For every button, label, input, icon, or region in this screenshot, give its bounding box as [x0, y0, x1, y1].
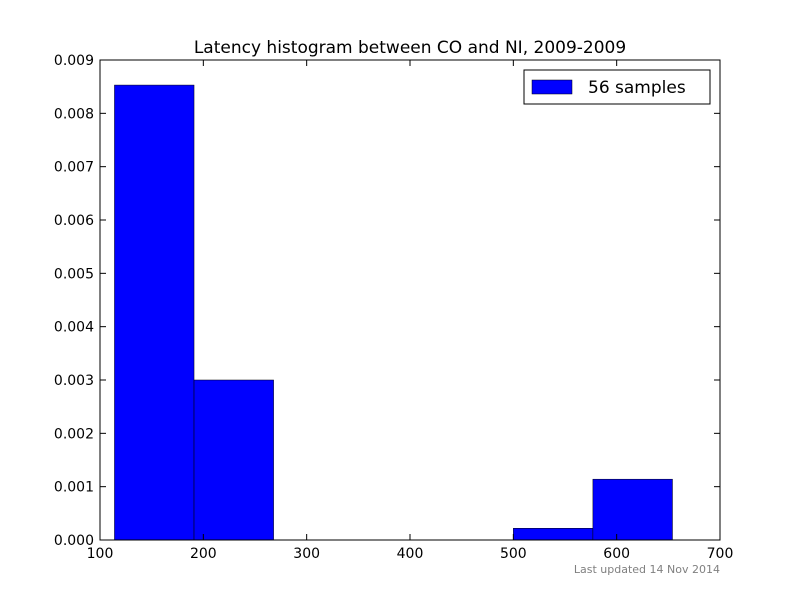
- histogram-bar-6: [592, 478, 673, 541]
- y-tick-label-5: 0.005: [54, 266, 94, 282]
- axes-group: 100 200 300 400 500 600 700 0.000 0.001 0.002 0.00…: [54, 53, 733, 562]
- y-tick-label-2: 0.002: [54, 426, 94, 442]
- bars-group: [114, 84, 673, 541]
- histogram-bar-0: [114, 84, 195, 541]
- y-tick-label-4: 0.004: [54, 320, 94, 336]
- x-tick-label-4: 500: [500, 546, 527, 562]
- x-tick-label-5: 600: [603, 546, 630, 562]
- x-tick-label-6: 700: [707, 546, 734, 562]
- y-tick-label-3: 0.003: [54, 373, 94, 389]
- y-tick-label-6: 0.006: [54, 213, 94, 229]
- y-tick-label-8: 0.008: [54, 106, 94, 122]
- y-tick-label-0: 0.000: [54, 533, 94, 549]
- x-tick-label-3: 400: [397, 546, 424, 562]
- chart-title: Latency histogram between CO and NI, 200…: [194, 38, 626, 58]
- last-updated-note: Last updated 14 Nov 2014: [573, 563, 720, 576]
- y-tick-label-1: 0.001: [54, 480, 94, 496]
- x-tick-label-0: 100: [87, 546, 114, 562]
- legend-swatch: [531, 79, 573, 95]
- y-tick-label-9: 0.009: [54, 53, 94, 69]
- histogram-bar-5: [513, 528, 594, 541]
- legend-label: 56 samples: [588, 78, 686, 98]
- y-tick-label-7: 0.007: [54, 160, 94, 176]
- histogram-bar-1: [193, 379, 274, 541]
- x-tick-label-1: 200: [190, 546, 217, 562]
- x-tick-label-2: 300: [293, 546, 320, 562]
- legend: 56 samples: [523, 69, 711, 105]
